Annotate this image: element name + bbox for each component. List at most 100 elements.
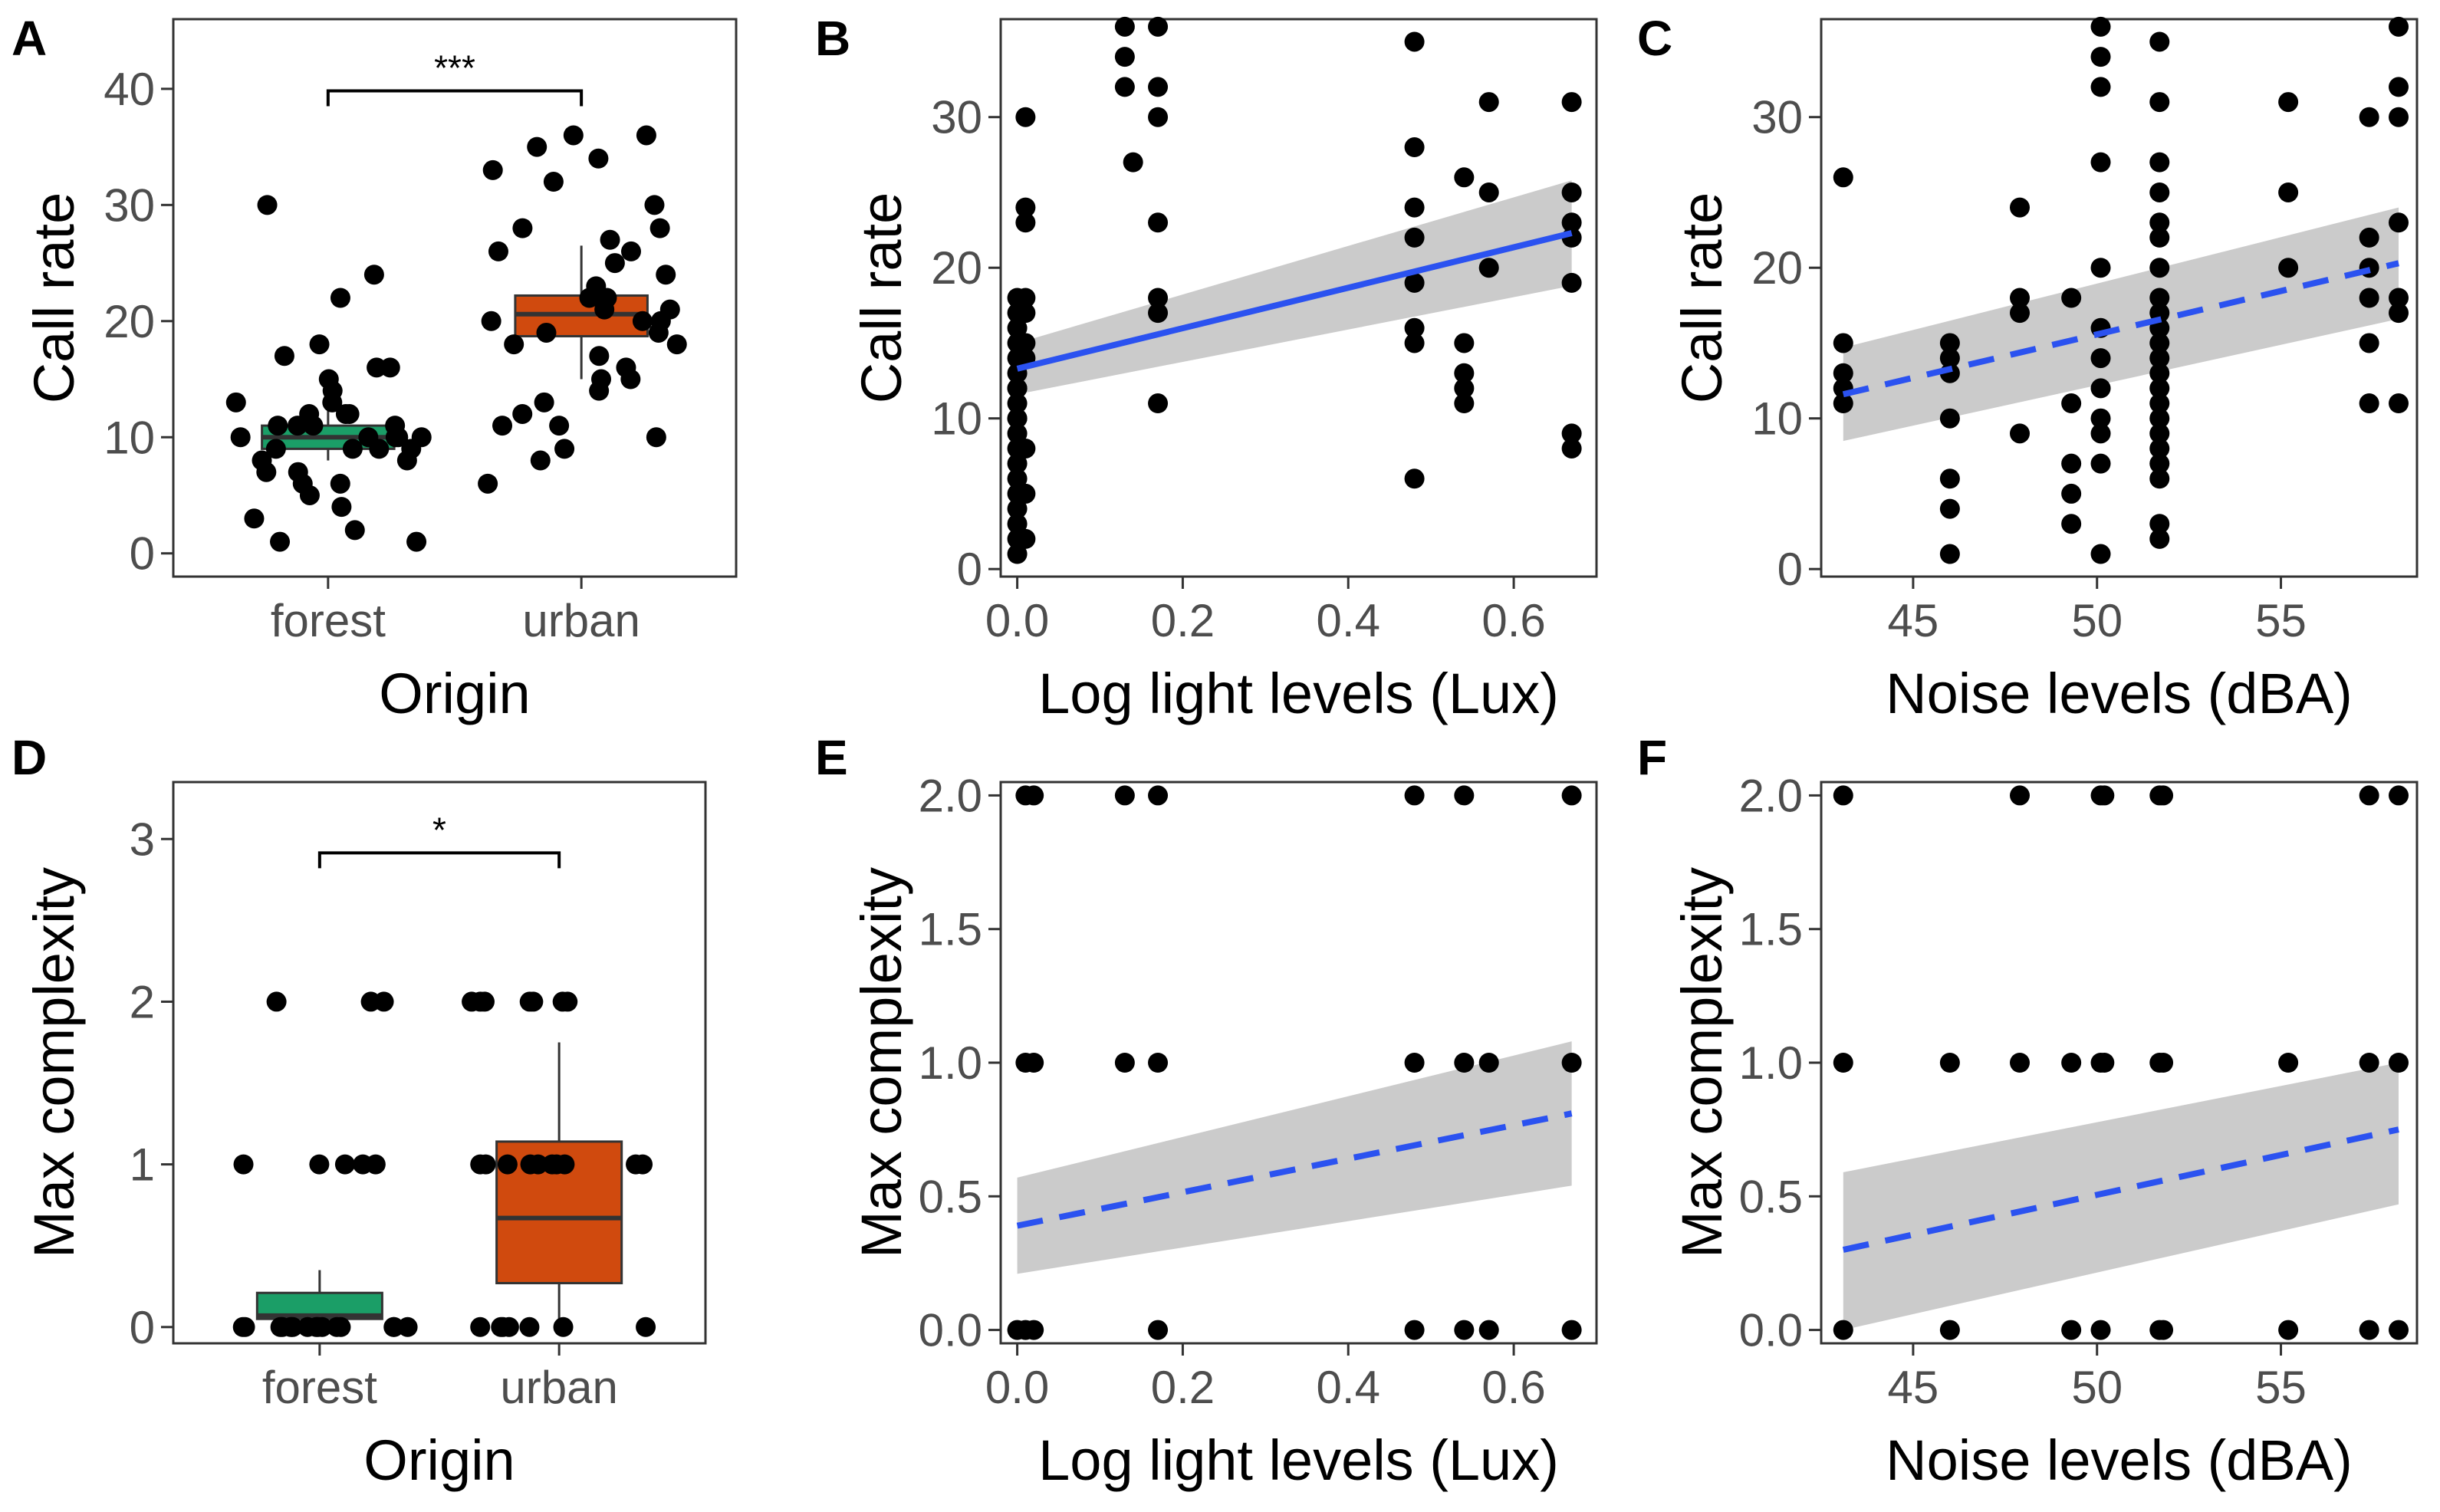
data-point	[2389, 1053, 2409, 1073]
data-point	[274, 346, 294, 366]
regression-line	[1016, 230, 1573, 372]
data-point	[230, 427, 251, 448]
data-point	[534, 392, 554, 413]
data-point	[312, 1316, 333, 1337]
data-point	[543, 172, 564, 192]
data-point	[589, 346, 610, 366]
data-point	[2359, 288, 2379, 308]
data-point	[1148, 303, 1169, 324]
confidence-band	[1017, 180, 1572, 395]
data-point	[1404, 468, 1425, 489]
data-point	[1015, 438, 1036, 459]
data-point	[1833, 333, 1853, 353]
y-tick-label: 2.0	[919, 770, 982, 821]
data-point	[1478, 182, 1499, 202]
data-point	[2153, 1320, 2174, 1340]
data-point	[2090, 16, 2111, 37]
data-point	[265, 439, 286, 459]
y-axis-title: Max complexity	[22, 867, 86, 1258]
data-point	[334, 1154, 355, 1175]
data-point	[549, 416, 570, 436]
data-point	[1015, 212, 1036, 233]
data-point	[2359, 1320, 2379, 1340]
x-tick-label: 45	[1888, 1362, 1939, 1413]
data-point	[2149, 514, 2170, 534]
data-point	[588, 148, 609, 169]
data-point	[2010, 785, 2030, 806]
data-point	[303, 416, 324, 436]
panel-label: F	[1637, 730, 1667, 785]
panel-border	[999, 18, 1598, 578]
data-point	[2149, 182, 2170, 202]
data-point	[1007, 423, 1028, 444]
data-point	[604, 253, 625, 274]
x-tick-label: forest	[271, 595, 386, 646]
panel-f: 0.0 0.5 1.0 1.5 2.0 45 50 55 Noise levels (dBA) M…	[1637, 730, 2419, 1492]
data-point	[2090, 77, 2111, 97]
y-tick-label: 40	[104, 64, 155, 115]
data-point	[1007, 514, 1028, 534]
data-point	[579, 288, 600, 308]
data-point	[475, 1154, 496, 1175]
y-tick-label: 1.5	[1739, 904, 1803, 955]
data-point	[1454, 1320, 1475, 1340]
data-point	[563, 125, 584, 146]
data-point	[594, 299, 615, 320]
data-point	[342, 439, 363, 459]
y-tick-label: 10	[1751, 393, 1803, 445]
panel-d: 0 1 2 3 forest urban Origin Max complexity D *	[12, 730, 707, 1492]
panel-label: D	[12, 730, 47, 785]
data-point	[482, 159, 503, 180]
data-point	[1478, 258, 1499, 278]
data-point	[2359, 107, 2379, 127]
data-point	[2389, 107, 2409, 127]
data-point	[1404, 137, 1425, 158]
data-point	[2389, 785, 2409, 806]
data-point	[666, 334, 687, 355]
data-point	[2061, 453, 2082, 474]
significance-stars: ***	[434, 48, 475, 87]
data-point	[2149, 212, 2170, 233]
y-tick-label: 0	[130, 528, 155, 580]
data-point	[2149, 288, 2170, 308]
data-point	[519, 991, 540, 1012]
y-tick-label: 1.5	[919, 904, 982, 955]
data-point	[636, 125, 656, 146]
data-point	[1939, 468, 1960, 489]
y-axis-title: Max complexity	[1670, 867, 1734, 1258]
data-point	[527, 136, 548, 157]
data-point	[2149, 423, 2170, 444]
data-point	[233, 1154, 254, 1175]
data-point	[2090, 348, 2111, 369]
data-point	[2149, 453, 2170, 474]
data-point	[536, 322, 557, 343]
data-point	[1939, 408, 1960, 429]
data-point	[1478, 1320, 1499, 1340]
data-point	[552, 991, 573, 1012]
data-point	[2094, 785, 2115, 806]
data-point	[2061, 393, 2082, 414]
data-point	[2090, 258, 2111, 278]
data-point	[385, 427, 406, 448]
x-axis-title: Origin	[379, 662, 530, 725]
data-point	[1007, 453, 1028, 474]
panel-label: A	[12, 11, 47, 66]
data-point	[620, 369, 641, 390]
x-tick-label: urban	[500, 1362, 617, 1413]
data-point	[528, 1154, 548, 1175]
x-tick-label: 55	[2255, 595, 2307, 646]
significance-stars: *	[432, 810, 446, 850]
x-tick-label: 0.4	[1317, 595, 1380, 646]
data-point	[644, 195, 665, 215]
x-tick-label: 45	[1888, 595, 1939, 646]
data-point	[2149, 348, 2170, 369]
data-point	[1939, 1320, 1960, 1340]
data-point	[2090, 453, 2111, 474]
x-tick-label: 50	[2071, 595, 2123, 646]
data-point	[1478, 1053, 1499, 1073]
data-point	[256, 462, 277, 482]
data-point	[1404, 333, 1425, 353]
data-point	[1148, 1053, 1169, 1073]
x-tick-label: 0.0	[985, 595, 1049, 646]
